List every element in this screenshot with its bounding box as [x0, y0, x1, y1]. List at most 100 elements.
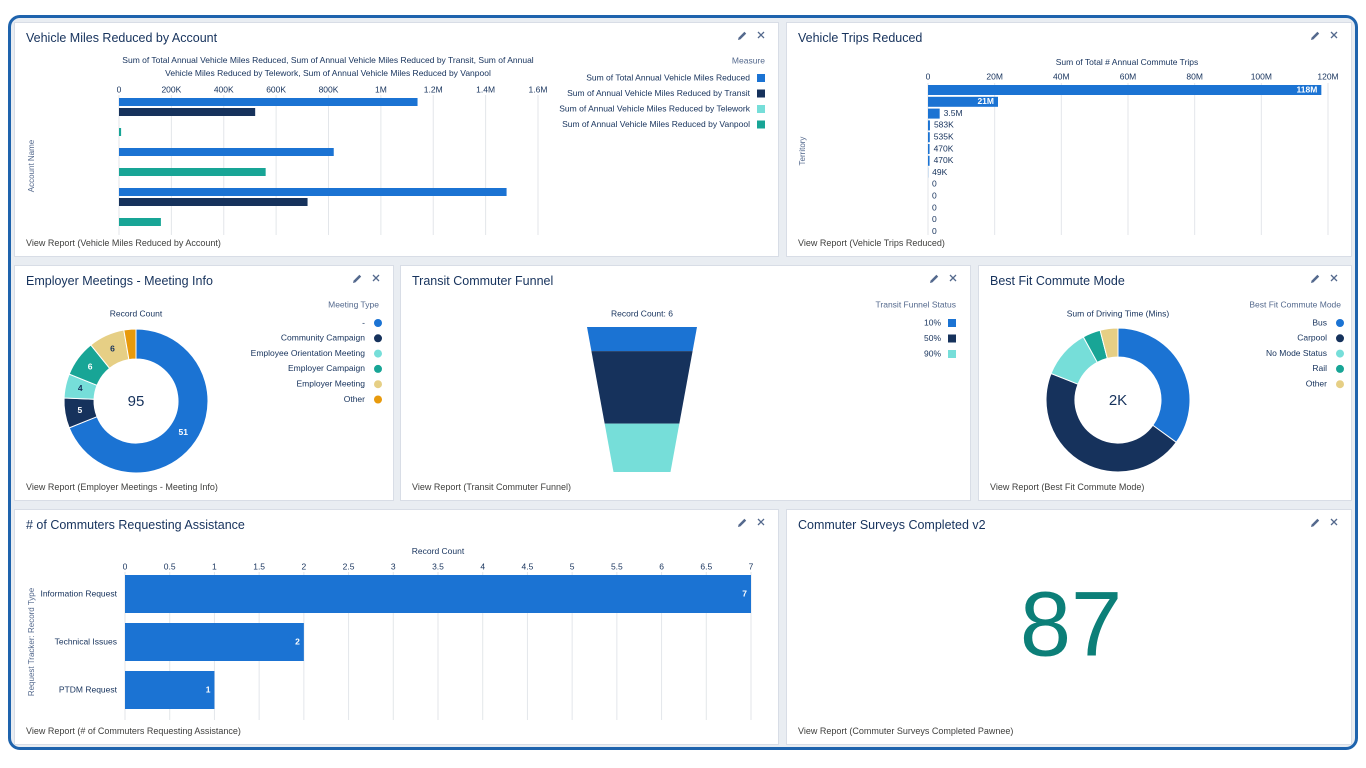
bar: [928, 144, 930, 154]
edit-button[interactable]: [738, 31, 747, 40]
legend-marker: [374, 334, 382, 343]
x-tick-label: 4: [480, 561, 485, 571]
widget-title: Employer Meetings - Meeting Info: [26, 274, 213, 288]
axis-title: Record Count: [411, 546, 465, 556]
legend-label: 50%: [924, 333, 941, 343]
close-button[interactable]: [1330, 274, 1338, 282]
x-tick-label: 1.2M: [424, 84, 443, 94]
view-report-link[interactable]: View Report (Transit Commuter Funnel): [412, 482, 572, 492]
x-tick-label: 200K: [161, 84, 181, 94]
chart: Sum of Driving Time (Mins) 2K Best Fit Com…: [1045, 299, 1344, 473]
view-report-link[interactable]: View Report (Best Fit Commute Mode): [990, 482, 1145, 492]
x-tick-label: 3: [391, 561, 396, 571]
x-tick-label: 0.5: [164, 561, 176, 571]
data-label: 21M: [977, 96, 994, 106]
edit-button[interactable]: [353, 274, 362, 283]
x-tick-label: 40M: [1053, 71, 1070, 81]
y-tick-label: Information Request: [40, 588, 117, 598]
close-button[interactable]: [949, 274, 957, 282]
data-label: 6: [88, 361, 93, 371]
legend-marker: [757, 74, 765, 82]
x-tick-label: 2: [301, 561, 306, 571]
x-tick-label: 6: [659, 561, 664, 571]
view-report-link[interactable]: View Report (Commuter Surveys Completed …: [798, 726, 1014, 736]
close-button[interactable]: [757, 518, 765, 526]
legend-label: 90%: [924, 348, 941, 358]
data-label: 470K: [934, 155, 954, 165]
edit-button[interactable]: [930, 274, 939, 283]
x-tick-label: 4.5: [522, 561, 534, 571]
legend-title: Best Fit Commute Mode: [1249, 299, 1341, 309]
legend-title: Meeting Type: [328, 299, 379, 309]
legend-marker: [374, 395, 382, 404]
widget-actions: [1311, 274, 1338, 283]
close-icon: [757, 518, 765, 526]
view-report-link[interactable]: View Report (Vehicle Trips Reduced): [798, 238, 945, 248]
bar: [928, 108, 940, 119]
close-button[interactable]: [372, 274, 380, 282]
metric-value: 87: [1020, 573, 1122, 675]
data-label: 1: [206, 684, 211, 694]
widget: Territory 0 20M 40M 60M 80M 100M 120M 118M 21M 3.5…: [786, 22, 1352, 257]
view-report-link[interactable]: View Report (# of Commuters Requesting A…: [26, 726, 241, 736]
widget: Request Tracker: Record Type 0 0.5 1 1.5 2 2.5…: [14, 509, 779, 745]
axis-title: Sum of Total # Annual Commute Trips: [1055, 57, 1199, 67]
legend-label: Employer Campaign: [288, 363, 365, 373]
x-tick-label: 0: [926, 71, 931, 81]
y-axis-label: Request Tracker: Record Type: [27, 587, 36, 696]
y-tick-label: PTDM Request: [59, 684, 118, 694]
edit-icon: [930, 274, 939, 283]
chart: Account Name 0 200K 400K 600K 800K 1M 1.2M 1.4M 1…: [27, 55, 765, 235]
edit-button[interactable]: [1311, 274, 1320, 283]
x-tick-label: 1: [212, 561, 217, 571]
legend-title: Transit Funnel Status: [876, 299, 956, 309]
edit-button[interactable]: [738, 518, 747, 527]
legend-marker: [1336, 364, 1344, 373]
x-tick-label: 1.4M: [476, 84, 495, 94]
bar: [119, 198, 308, 206]
axis-title: Sum of Total Annual Vehicle Miles Reduce…: [122, 55, 534, 78]
x-tick-label: 6.5: [700, 561, 712, 571]
view-report-link[interactable]: View Report (Employer Meetings - Meeting…: [26, 482, 218, 492]
legend-marker: [948, 334, 956, 343]
bar: [119, 188, 507, 196]
bars: 7 2 1: [125, 575, 751, 709]
data-label: 0: [932, 214, 937, 224]
legend-label: Carpool: [1297, 333, 1327, 343]
chart: Record Count 51 5 4 6 6 95 Meeting Type - Communi…: [63, 299, 382, 474]
legend-marker: [757, 105, 765, 113]
legend-marker: [1336, 349, 1344, 358]
donut-slice: [123, 328, 137, 361]
close-button[interactable]: [1330, 31, 1338, 39]
legend-label: Community Campaign: [281, 333, 365, 343]
close-button[interactable]: [1330, 518, 1338, 526]
view-report-link[interactable]: View Report (Vehicle Miles Reduced by Ac…: [26, 238, 221, 248]
data-label: 0: [932, 190, 937, 200]
data-label: 49K: [932, 167, 947, 177]
x-tick-label: 3.5: [432, 561, 444, 571]
x-tick-label: 120M: [1317, 71, 1338, 81]
chart-subtitle: Record Count: 6: [611, 308, 673, 318]
edit-button[interactable]: [1311, 518, 1320, 527]
widget-actions: [353, 274, 380, 283]
widget: 87 Commuter Surveys Completed v2 View Repo…: [786, 509, 1352, 745]
close-icon: [1330, 518, 1338, 526]
x-tick-label: 1.6M: [529, 84, 548, 94]
close-icon: [1330, 31, 1338, 39]
chart: Request Tracker: Record Type 0 0.5 1 1.5 2 2.5…: [27, 561, 754, 720]
bar: [119, 98, 418, 106]
data-label: 3.5M: [944, 108, 963, 118]
legend-label: Other: [344, 394, 365, 404]
widget-actions: [1311, 31, 1338, 40]
x-tick-label: 20M: [986, 71, 1003, 81]
legend-label: -: [362, 317, 365, 327]
data-label: 2: [295, 636, 300, 646]
bar: [119, 148, 334, 156]
edit-button[interactable]: [1311, 31, 1320, 40]
x-tick-label: 5: [570, 561, 575, 571]
edit-icon: [1311, 518, 1320, 527]
x-tick-label: 0: [123, 561, 128, 571]
close-button[interactable]: [757, 31, 765, 39]
bar: [928, 155, 930, 166]
